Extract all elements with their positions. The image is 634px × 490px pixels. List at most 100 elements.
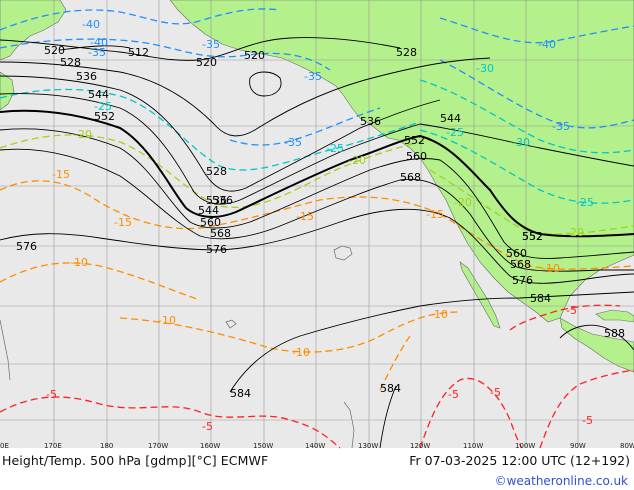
height-label: 584 bbox=[230, 387, 251, 400]
lon-tick: 150W bbox=[253, 442, 273, 450]
temp-label: -5 bbox=[448, 388, 459, 401]
longitude-axis: 0E 170E 180 170W 160W 150W 140W 130W 120… bbox=[0, 442, 634, 450]
height-labels: 520 512 520 528 528 536 544 552 520 528 … bbox=[16, 44, 625, 400]
height-label: 560 bbox=[406, 150, 427, 163]
temp-contour-minus30 bbox=[0, 88, 421, 171]
temp-contour-minus30-east bbox=[419, 79, 634, 154]
lon-tick: 120W bbox=[410, 442, 430, 450]
height-label: 576 bbox=[512, 274, 533, 287]
temp-label: -25 bbox=[576, 196, 594, 209]
height-label: 536 bbox=[212, 194, 233, 207]
lon-tick: 160W bbox=[200, 442, 220, 450]
graticule bbox=[0, 0, 634, 448]
land-kamchatka bbox=[0, 71, 15, 111]
temperature-labels: -40 -40 -35 -35 -35 -35 -40 -35 -30 -30 … bbox=[46, 18, 594, 433]
valid-time: Fr 07-03-2025 12:00 UTC (12+192) bbox=[409, 453, 630, 468]
temp-contour-minus40 bbox=[0, 8, 281, 31]
temp-label: -20 bbox=[566, 226, 584, 239]
height-label: 528 bbox=[396, 46, 417, 59]
height-label: 528 bbox=[60, 56, 81, 69]
temp-contour-minus15 bbox=[0, 180, 441, 230]
lon-tick: 170W bbox=[148, 442, 168, 450]
temp-label: -5 bbox=[46, 388, 57, 401]
lon-tick: 140W bbox=[305, 442, 325, 450]
height-label: 584 bbox=[530, 292, 551, 305]
land-masses bbox=[0, 0, 634, 373]
height-contour-588 bbox=[559, 324, 634, 351]
height-label: 576 bbox=[16, 240, 37, 253]
height-contour-560 bbox=[0, 128, 634, 259]
height-label: 552 bbox=[522, 230, 543, 243]
temp-contour-minus35-east bbox=[439, 59, 634, 129]
height-contour-576 bbox=[0, 208, 634, 284]
height-label: 544 bbox=[198, 204, 219, 217]
height-label: 552 bbox=[404, 134, 425, 147]
land-central-america bbox=[559, 317, 634, 373]
height-label: 536 bbox=[360, 115, 381, 128]
temp-contour-minus35 bbox=[0, 38, 331, 71]
temp-label: -40 bbox=[82, 18, 100, 31]
lon-tick: 110W bbox=[463, 442, 483, 450]
height-label: 584 bbox=[380, 382, 401, 395]
map-caption: Height/Temp. 500 hPa [gdmp][°C] ECMWF bbox=[2, 453, 269, 468]
height-contour-552 bbox=[0, 109, 634, 238]
height-label: 520 bbox=[244, 49, 265, 62]
temp-label: -30 bbox=[512, 136, 530, 149]
height-label: 512 bbox=[128, 46, 149, 59]
temp-label: -20 bbox=[348, 154, 366, 167]
temp-label: -10 bbox=[542, 262, 560, 275]
height-contour-512 bbox=[59, 45, 131, 51]
temp-label: -20 bbox=[454, 196, 472, 209]
height-label: 560 bbox=[506, 247, 527, 260]
temp-label: -10 bbox=[70, 256, 88, 269]
temp-contour-minus10-south bbox=[379, 335, 411, 391]
lon-tick: 0E bbox=[0, 442, 9, 450]
height-label: 552 bbox=[522, 230, 543, 243]
height-label: 576 bbox=[206, 243, 227, 256]
source-credit: ©weatheronline.co.uk bbox=[494, 474, 628, 488]
height-label: 568 bbox=[210, 227, 231, 240]
lon-tick: 90W bbox=[570, 442, 586, 450]
height-label: 536 bbox=[76, 70, 97, 83]
temp-contour-minus40-east bbox=[439, 17, 634, 44]
land-baja bbox=[459, 261, 501, 329]
temp-contour-minus35-south bbox=[229, 107, 381, 146]
height-contour-536 bbox=[0, 75, 441, 192]
height-label: 520 bbox=[44, 44, 65, 57]
temp-label: -35 bbox=[552, 120, 570, 133]
lon-tick: 180 bbox=[100, 442, 113, 450]
height-contour-568 bbox=[0, 148, 634, 272]
height-label: 544 bbox=[88, 88, 109, 101]
temp-label: -15 bbox=[52, 168, 70, 181]
height-label: 544 bbox=[440, 112, 461, 125]
land-caribbean bbox=[595, 309, 634, 323]
height-contour-584-south bbox=[379, 385, 397, 449]
temp-label: -30 bbox=[476, 62, 494, 75]
height-contours bbox=[0, 37, 634, 449]
height-contour-528 bbox=[0, 57, 491, 137]
temp-contour-minus25 bbox=[419, 129, 634, 204]
height-label: 568 bbox=[400, 171, 421, 184]
temp-contour-minus5-mexico bbox=[509, 304, 621, 331]
temp-label: -15 bbox=[426, 208, 444, 221]
lon-tick: 130W bbox=[358, 442, 378, 450]
height-label: 560 bbox=[200, 216, 221, 229]
temp-label: -35 bbox=[88, 46, 106, 59]
temp-label: -15 bbox=[296, 210, 314, 223]
height-label: 568 bbox=[510, 258, 531, 271]
land-north-america bbox=[169, 0, 634, 323]
height-label: 528 bbox=[206, 165, 227, 178]
height-label: 552 bbox=[94, 110, 115, 123]
height-label: 520 bbox=[196, 56, 217, 69]
temp-contour-minus15-east bbox=[439, 213, 634, 270]
temp-label: -5 bbox=[202, 420, 213, 433]
coast-outline bbox=[0, 319, 11, 381]
temp-contour-minus10-west bbox=[0, 262, 201, 301]
height-label: 536 bbox=[206, 194, 227, 207]
temp-label: -15 bbox=[114, 216, 132, 229]
temp-label: -10 bbox=[430, 308, 448, 321]
height-contour-544 bbox=[0, 93, 634, 205]
temp-label: -5 bbox=[490, 386, 501, 399]
